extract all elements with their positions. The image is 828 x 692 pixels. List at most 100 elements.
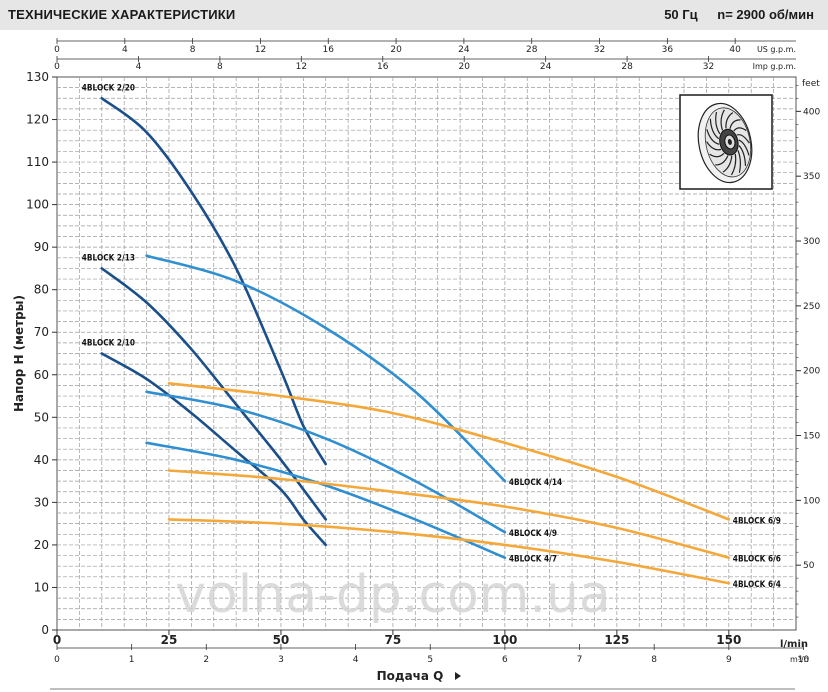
m3h-tick-label: 7 [577, 655, 583, 665]
y-tick-label: 120 [26, 113, 49, 127]
imp-gpm-tick-label: 32 [703, 62, 714, 72]
imp-gpm-tick-label: 28 [621, 62, 633, 72]
us-gpm-tick-label: 8 [190, 45, 196, 55]
impeller-vane [715, 111, 721, 135]
series-label-4block-4-14: 4BLOCK 4/14 [509, 476, 562, 487]
impeller-vane [709, 118, 720, 140]
speed-label: n= 2900 об/мин [717, 7, 814, 22]
page-title: ТЕХНИЧЕСКИЕ ХАРАКТЕРИСТИКИ [8, 7, 236, 22]
us-gpm-tick-label: 40 [729, 45, 741, 55]
y-axis-title: Напор H (метры) [12, 295, 26, 412]
y-tick-label: 0 [41, 623, 49, 637]
impeller-vane [709, 152, 725, 158]
m3h-tick-label: 8 [651, 655, 657, 665]
series-label-4block-6-4: 4BLOCK 6/4 [733, 578, 781, 589]
series-label-4block-6-9: 4BLOCK 6/9 [733, 515, 781, 526]
feet-tick-label: 350 [803, 172, 820, 182]
x-unit-lmin: l/min [780, 639, 808, 650]
y-tick-label: 30 [34, 495, 49, 509]
impeller-vane [736, 134, 750, 144]
impeller-vane [722, 155, 733, 173]
impeller-vane [706, 141, 722, 151]
watermark-text: volna-dp.com.ua [175, 565, 611, 625]
us-gpm-tick-label: 24 [458, 45, 470, 55]
series-line-4block-4-7 [145, 441, 507, 559]
y-tick-label: 100 [26, 198, 49, 212]
chart-series [100, 97, 731, 585]
x-tick-label: 25 [161, 633, 178, 647]
x-tick-label: 100 [492, 633, 517, 647]
m3h-tick-label: 3 [278, 655, 284, 665]
series-label-4block-2-20: 4BLOCK 2/20 [82, 82, 135, 93]
series-label-4block-4-7: 4BLOCK 4/7 [509, 553, 557, 564]
chart-header: ТЕХНИЧЕСКИЕ ХАРАКТЕРИСТИКИ 50 Гц n= 2900… [0, 0, 828, 30]
feet-tick-label: 150 [803, 432, 820, 442]
x-axis-arrow [455, 672, 461, 680]
feet-unit-label: feet [802, 79, 820, 89]
frequency-label: 50 Гц [664, 7, 698, 22]
y-tick-label: 60 [34, 368, 49, 382]
x-axis-title: Подача Q [377, 669, 444, 683]
imp-gpm-unit-label: Imp g.p.m. [753, 62, 796, 71]
x-tick-label: 50 [273, 633, 290, 647]
us-gpm-tick-label: 4 [122, 45, 128, 55]
series-label-4block-2-13: 4BLOCK 2/13 [82, 252, 135, 263]
us-gpm-tick-label: 0 [54, 45, 60, 55]
m3h-tick-label: 6 [502, 655, 508, 665]
series-label-4block-2-10: 4BLOCK 2/10 [82, 337, 135, 348]
y-tick-label: 10 [34, 580, 49, 594]
feet-tick-label: 300 [803, 237, 820, 247]
series-line-4block-6-6 [167, 469, 731, 559]
x-tick-label: 0 [53, 633, 61, 647]
y-tick-label: 70 [34, 325, 49, 339]
chart-grid [56, 76, 797, 631]
y-tick-label: 130 [26, 70, 49, 84]
impeller-vane [737, 150, 742, 173]
m3h-tick-label: 5 [427, 655, 433, 665]
m3h-tick-label: 4 [353, 655, 359, 665]
impeller-vane [729, 119, 741, 129]
impeller-vane [715, 155, 729, 166]
series-line-4block-2-10 [100, 352, 327, 547]
feet-tick-label: 400 [803, 107, 820, 117]
impeller-vane [733, 127, 747, 132]
y-tick-label: 50 [34, 410, 49, 424]
y-tick-label: 20 [34, 538, 49, 552]
us-gpm-tick-label: 36 [662, 45, 674, 55]
feet-tick-label: 200 [803, 367, 820, 377]
y-tick-label: 110 [26, 155, 49, 169]
imp-gpm-tick-label: 12 [296, 62, 307, 72]
impeller-vane [706, 129, 720, 145]
watermark: volna-dp.com.ua [175, 565, 611, 625]
y-tick-label: 90 [34, 240, 49, 254]
series-line-4block-6-9 [167, 382, 731, 521]
imp-gpm-tick-label: 16 [377, 62, 389, 72]
imp-gpm-tick-label: 4 [136, 62, 142, 72]
x-tick-label: 125 [604, 633, 629, 647]
impeller-vane [730, 153, 737, 176]
feet-tick-label: 250 [803, 302, 820, 312]
series-label-4block-4-9: 4BLOCK 4/9 [509, 527, 557, 538]
series-line-4block-4-14 [145, 254, 507, 483]
impeller-vane [738, 145, 747, 166]
us-gpm-tick-label: 28 [526, 45, 538, 55]
series-label-4block-6-6: 4BLOCK 6/6 [733, 553, 781, 564]
x-tick-label: 150 [716, 633, 741, 647]
us-gpm-tick-label: 32 [594, 45, 605, 55]
impeller-vane [720, 109, 725, 131]
series-line-4block-6-4 [167, 518, 731, 585]
impeller-vane [725, 112, 734, 129]
imp-gpm-tick-label: 20 [458, 62, 470, 72]
us-gpm-tick-label: 16 [323, 45, 335, 55]
impeller-icon [679, 94, 773, 190]
m3h-tick-label: 0 [54, 655, 60, 665]
feet-tick-label: 50 [803, 561, 815, 571]
y-tick-label: 40 [34, 453, 49, 467]
us-gpm-tick-label: 20 [390, 45, 402, 55]
us-gpm-tick-label: 12 [255, 45, 266, 55]
m3h-unit-label: m³/h [790, 655, 809, 664]
feet-tick-label: 100 [803, 496, 820, 506]
series-labels: 4BLOCK 2/20 4BLOCK 2/13 4BLOCK 2/10 4BLOCK … [82, 82, 781, 590]
series-line-4block-2-20 [100, 97, 327, 466]
